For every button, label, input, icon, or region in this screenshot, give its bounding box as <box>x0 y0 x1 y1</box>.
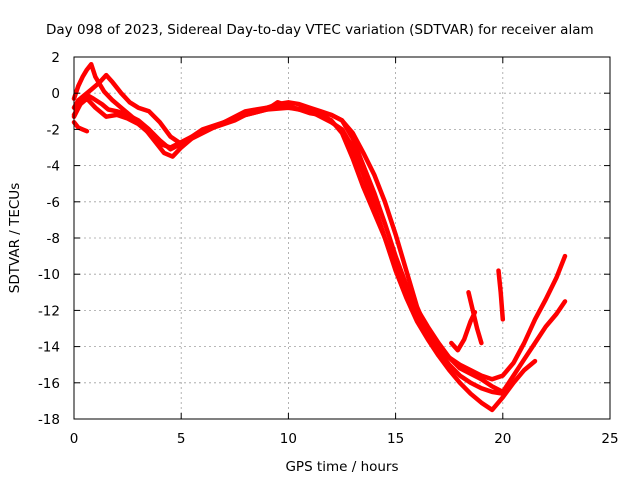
series-track-1 <box>71 92 538 413</box>
y-tick-label: -12 <box>38 303 60 319</box>
y-tick-label: -2 <box>47 122 60 138</box>
y-tick-label: 2 <box>51 50 60 66</box>
series-track-4 <box>71 72 568 382</box>
y-tick-label: -10 <box>38 267 60 283</box>
x-tick-label: 0 <box>70 431 79 447</box>
series-fragment-a <box>71 119 90 134</box>
y-tick-label: -18 <box>38 412 60 428</box>
y-tick-label: -6 <box>47 195 60 211</box>
y-axis-label: SDTVAR / TECUs <box>7 183 23 293</box>
y-tick-label: 0 <box>51 86 60 102</box>
x-axis-label: GPS time / hours <box>285 459 398 475</box>
x-tick-label: 10 <box>280 431 297 447</box>
chart-title: Day 098 of 2023, Sidereal Day-to-day VTE… <box>46 22 594 38</box>
y-tick-label: -4 <box>47 159 60 175</box>
series-fragment-b <box>449 309 478 353</box>
y-tick-label: -8 <box>47 231 60 247</box>
x-tick-label: 5 <box>177 431 186 447</box>
series-fragment-c <box>466 290 484 346</box>
x-tick-label: 25 <box>601 431 618 447</box>
series-track-3 <box>71 96 568 395</box>
y-tick-label: -16 <box>38 376 60 392</box>
y-tick-label: -14 <box>38 340 60 356</box>
x-tick-label: 15 <box>387 431 404 447</box>
series-fragment-d <box>496 268 506 322</box>
x-tick-label: 20 <box>494 431 511 447</box>
